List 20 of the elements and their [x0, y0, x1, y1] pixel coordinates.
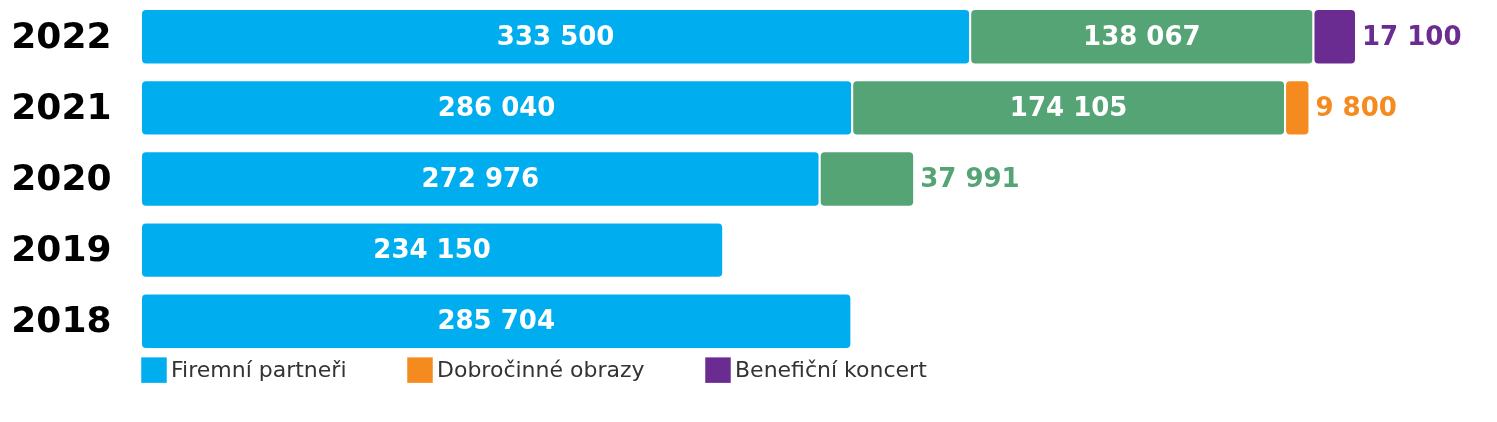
data-label: 138 067: [1083, 20, 1201, 51]
data-label: 333 500: [496, 20, 615, 51]
y-tick-label: 2022: [11, 14, 112, 56]
y-tick-label: 2018: [11, 299, 112, 341]
data-label: 234 150: [373, 234, 491, 265]
data-label: 286 040: [437, 91, 556, 122]
data-label: 272 976: [421, 163, 540, 193]
legend-label: Benefiční koncert: [735, 357, 928, 383]
data-label: 9 800: [1315, 91, 1397, 122]
data-label: 37 991: [920, 163, 1020, 193]
data-label: 17 100: [1362, 20, 1462, 51]
bar: [140, 292, 853, 350]
data-label: 285 704: [437, 305, 555, 336]
y-tick-label: 2020: [11, 157, 112, 198]
bar: [140, 221, 725, 279]
data-label: 174 105: [1009, 91, 1128, 122]
y-tick-label: 2019: [11, 228, 112, 270]
y-tick-label: 2021: [11, 85, 112, 127]
legend-label: Firemní partneři: [171, 357, 347, 383]
legend-label: Dobročinné obrazy: [437, 357, 645, 383]
